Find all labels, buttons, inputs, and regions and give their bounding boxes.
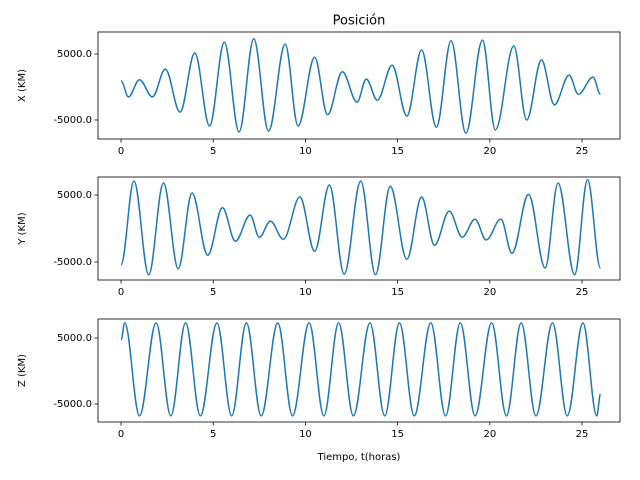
x-tick-label: 5 (210, 287, 216, 298)
y-axis-label: Z (KM) (17, 354, 28, 387)
y-tick-label: -5000.0 (53, 115, 92, 126)
data-line (120, 38, 602, 134)
y-tick-label: -5000.0 (53, 257, 92, 268)
x-tick-label: 25 (576, 146, 589, 157)
x-tick-label: 20 (483, 287, 496, 298)
x-tick-label: 10 (299, 287, 312, 298)
y-tick-label: 5000.0 (57, 333, 92, 344)
x-tick-label: 15 (391, 287, 404, 298)
y-axis-label: Y (KM) (17, 212, 28, 245)
x-tick-label: 20 (483, 146, 496, 157)
x-tick-label: 0 (118, 287, 124, 298)
x-tick-label: 10 (299, 429, 312, 440)
data-line (120, 178, 602, 276)
x-tick-label: 0 (118, 146, 124, 157)
x-tick-label: 25 (576, 429, 589, 440)
data-line (120, 322, 602, 417)
x-tick-label: 5 (210, 429, 216, 440)
y-tick-label: 5000.0 (57, 49, 92, 60)
x-tick-label: 20 (483, 429, 496, 440)
x-tick-label: 15 (391, 146, 404, 157)
x-tick-label: 5 (210, 146, 216, 157)
chart-title: Posición (333, 14, 386, 29)
x-tick-label: 15 (391, 429, 404, 440)
y-axis-label: X (KM) (17, 69, 28, 102)
plot-frame (97, 318, 621, 423)
x-axis-label: Tiempo, t(horas) (317, 452, 401, 463)
plot-frame (97, 31, 621, 140)
plot-frame (97, 176, 621, 281)
x-tick-label: 25 (576, 287, 589, 298)
x-tick-label: 10 (299, 146, 312, 157)
y-tick-label: -5000.0 (53, 399, 92, 410)
y-tick-label: 5000.0 (57, 190, 92, 201)
x-tick-label: 0 (118, 429, 124, 440)
